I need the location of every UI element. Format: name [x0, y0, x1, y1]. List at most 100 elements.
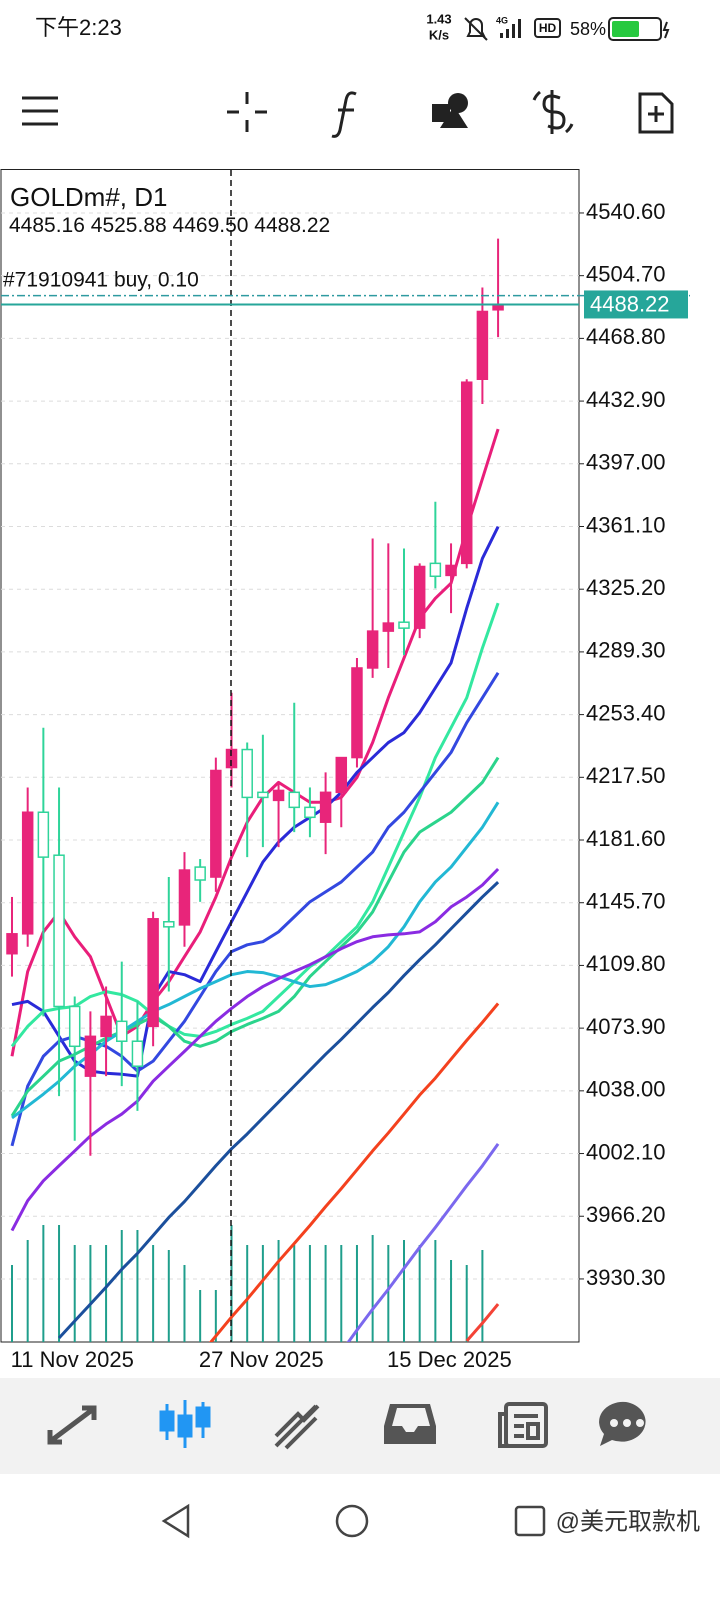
candle-body — [257, 791, 269, 799]
nav-back[interactable] — [161, 1503, 190, 1539]
order-label: #71910941 buy, 0.10 — [3, 269, 199, 292]
new-order-button[interactable] — [638, 92, 674, 134]
y-tick-label: 4289.30 — [586, 638, 666, 663]
y-tick-label: 4073.90 — [586, 1014, 666, 1039]
tab-trade[interactable] — [274, 1404, 320, 1450]
y-tick-label: 4504.70 — [586, 261, 666, 286]
net-unit: K/s — [429, 27, 449, 42]
y-tick-label: 4217.50 — [586, 763, 666, 788]
signal-icon: 4G — [496, 15, 521, 38]
ohlc-readout: 4485.16 4525.88 4469.50 4488.22 — [9, 214, 330, 237]
ma-line — [57, 881, 500, 1340]
volume-layer — [11, 1225, 484, 1342]
indicators-button[interactable] — [331, 91, 357, 138]
candle-body — [147, 918, 159, 1028]
candle-body — [6, 933, 18, 955]
nav-bar — [161, 1503, 546, 1539]
plot-frame — [0, 169, 580, 1343]
y-tick-label: 4109.80 — [586, 951, 666, 976]
watermark: @美元取款机 — [556, 1508, 700, 1535]
candle-body — [413, 565, 426, 629]
candle-body — [225, 748, 238, 769]
battery-icon — [608, 17, 670, 41]
y-tick-label: 3930.30 — [586, 1265, 666, 1290]
x-tick-label: 11 Nov 2025 — [11, 1347, 134, 1372]
readout-high: 4525.88 — [91, 214, 167, 237]
candle-body — [429, 562, 442, 578]
y-tick-label: 4361.10 — [586, 512, 666, 537]
y-tick-label: 4432.90 — [586, 387, 666, 412]
mute-icon — [464, 17, 488, 41]
tab-history[interactable] — [384, 1404, 436, 1444]
candle-body — [210, 769, 222, 878]
y-tick-label: 4145.70 — [586, 889, 666, 914]
menu-button[interactable] — [22, 96, 58, 126]
trade-button[interactable] — [532, 90, 574, 134]
readout-open: 4485.16 — [9, 214, 85, 237]
price-label: 4488.22 — [590, 291, 670, 316]
battery-text: 58% — [570, 19, 606, 39]
candle-layer — [6, 238, 504, 1156]
grid — [1, 212, 579, 1280]
tab-chat[interactable] — [599, 1401, 646, 1446]
y-tick-label: 4540.60 — [586, 199, 666, 224]
x-tick-label: 27 Nov 2025 — [199, 1347, 324, 1372]
candle-body — [53, 854, 65, 1008]
y-tick-label: 4181.60 — [586, 826, 666, 851]
candle-body — [319, 791, 332, 823]
candle-body — [116, 1020, 128, 1042]
ma-line — [10, 602, 500, 1048]
price-levels: 4488.22 — [1, 290, 690, 319]
candle-body — [382, 622, 395, 632]
net-speed: 1.43 — [426, 11, 451, 26]
candle-body — [272, 789, 285, 802]
crosshair-button[interactable] — [227, 92, 267, 132]
candle-body — [476, 310, 489, 380]
candle-body — [37, 811, 50, 858]
readout-low: 4469.50 — [173, 214, 249, 237]
candle-body — [288, 791, 300, 809]
tab-quotes[interactable] — [47, 1405, 97, 1445]
ma-line — [10, 867, 500, 1232]
hd-icon: HD — [534, 18, 561, 38]
candle-body — [131, 1040, 144, 1067]
candle-body — [241, 748, 253, 799]
tab-chart[interactable] — [159, 1400, 211, 1448]
axes: 4540.60 4504.70 4468.80 4432.90 4397.00 4361.… — [11, 199, 666, 1372]
candle-body — [163, 921, 175, 928]
candle-body — [366, 630, 379, 669]
status-bar: 下午2:23 1.43 K/s 4G HD 58% — [35, 11, 670, 42]
price-label-box — [584, 290, 688, 319]
candle-body — [21, 811, 34, 935]
ma-line — [208, 1002, 500, 1342]
toolbar — [22, 90, 674, 138]
ma-line — [346, 1143, 500, 1342]
y-tick-label: 4325.20 — [586, 575, 666, 600]
y-tick-label: 4468.80 — [586, 324, 666, 349]
clock: 下午2:23 — [35, 15, 122, 40]
candle-body — [351, 667, 363, 759]
candle-body — [100, 1015, 112, 1038]
candle-body — [398, 621, 410, 629]
tab-news[interactable] — [498, 1402, 548, 1448]
candle-body — [335, 756, 348, 794]
svg-text:HD: HD — [539, 21, 557, 35]
nav-home[interactable] — [335, 1504, 369, 1538]
y-tick-label: 4038.00 — [586, 1077, 666, 1102]
candle-body — [460, 381, 473, 565]
x-tick-label: 15 Dec 2025 — [387, 1347, 512, 1372]
candle-body — [445, 564, 457, 577]
candle-body — [304, 806, 316, 819]
ma-line — [465, 1303, 500, 1342]
chart-title: GOLDm#, D1 — [10, 182, 168, 212]
candle-body — [84, 1035, 97, 1077]
candle-body — [68, 1005, 81, 1048]
nav-recents[interactable] — [514, 1505, 546, 1537]
objects-button[interactable] — [432, 93, 468, 128]
y-tick-label: 4253.40 — [586, 700, 666, 725]
y-tick-label: 4002.10 — [586, 1139, 666, 1164]
y-tick-label: 3966.20 — [586, 1202, 666, 1227]
candle-body — [194, 866, 206, 881]
